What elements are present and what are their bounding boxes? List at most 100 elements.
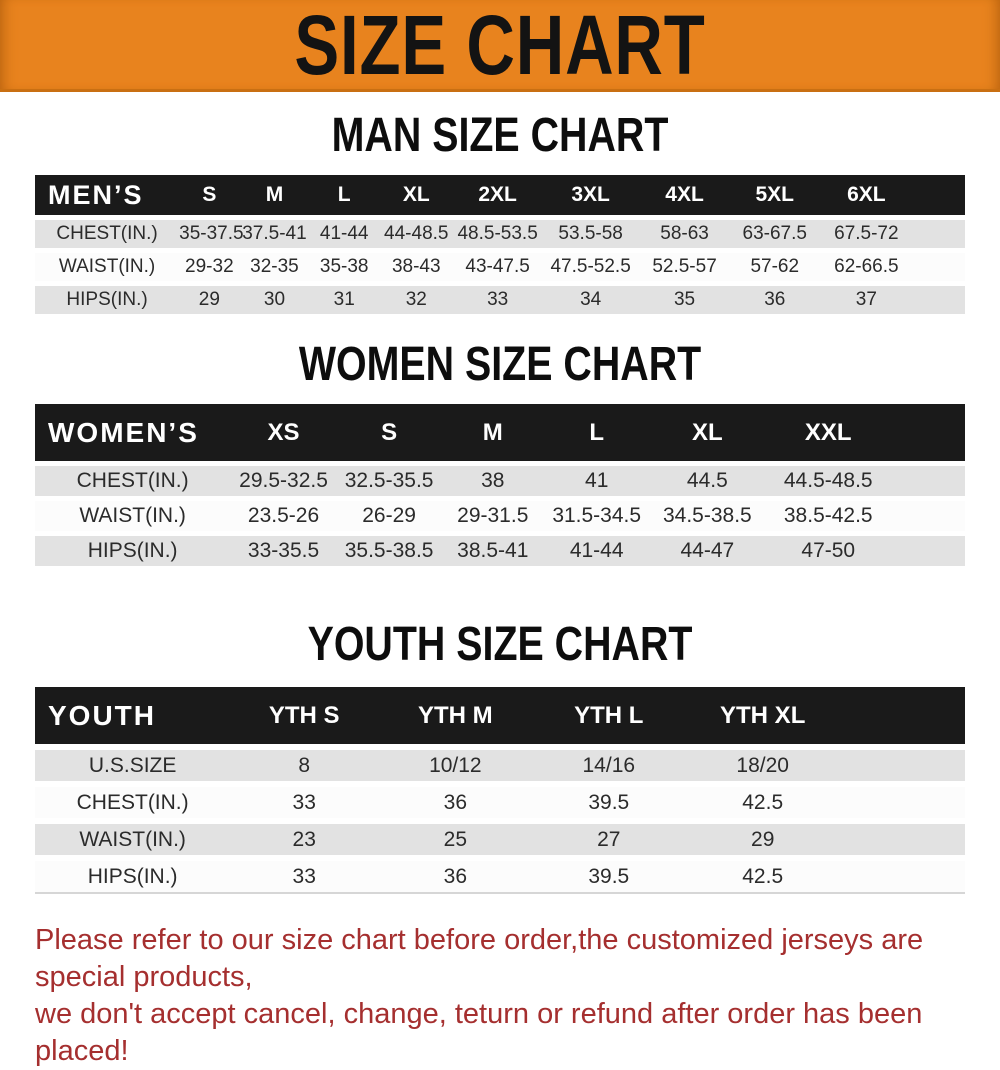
size-value-cell: 29 — [179, 286, 240, 314]
youth-size-table: YOUTH YTH S YTH M YTH L YTH XL U.S.SIZE 8 10/12… — [35, 681, 965, 900]
size-value-cell: 47.5-52.5 — [541, 253, 640, 281]
size-value-cell: 34.5-38.5 — [649, 501, 766, 531]
size-column-header: XL — [649, 404, 766, 461]
table-group-label: YOUTH — [35, 687, 231, 744]
women-size-table: WOMEN’S XS S M L XL XXL CHEST(IN.) 29.5-32.5 32.5… — [35, 399, 965, 571]
size-value-cell: 29.5-32.5 — [230, 466, 337, 496]
size-value-cell: 47-50 — [765, 536, 892, 566]
row-label: U.S.SIZE — [35, 750, 231, 781]
size-value-cell: 44.5-48.5 — [765, 466, 892, 496]
size-value-cell: 18/20 — [685, 750, 841, 781]
size-value-cell: 63-67.5 — [729, 220, 820, 248]
size-value-cell: 32-35 — [239, 253, 310, 281]
size-table-header-row: WOMEN’S XS S M L XL XXL — [35, 404, 965, 461]
size-value-cell: 39.5 — [532, 861, 686, 894]
size-value-cell: 35-38 — [309, 253, 380, 281]
size-column-header: M — [441, 404, 545, 461]
size-value-cell: 38 — [441, 466, 545, 496]
size-chart-banner: SIZE CHART — [0, 0, 1000, 92]
size-value-cell: 44.5 — [649, 466, 766, 496]
size-value-cell: 33 — [230, 787, 379, 818]
size-value-cell: 42.5 — [685, 861, 841, 894]
size-column-header: XS — [230, 404, 337, 461]
size-value-cell: 44-47 — [649, 536, 766, 566]
size-column-header: 5XL — [729, 175, 820, 215]
size-value-cell: 31 — [309, 286, 380, 314]
size-value-cell: 34 — [541, 286, 640, 314]
size-value-cell: 14/16 — [532, 750, 686, 781]
cell-spacer — [840, 824, 965, 855]
size-value-cell: 10/12 — [378, 750, 533, 781]
size-column-header: L — [544, 404, 650, 461]
size-value-cell: 36 — [378, 787, 533, 818]
men-size-table: MEN’S S M L XL 2XL 3XL 4XL 5XL 6XL CHEST(IN.) 35-37… — [35, 170, 965, 319]
size-value-cell: 39.5 — [532, 787, 686, 818]
size-value-cell: 23 — [230, 824, 379, 855]
size-value-cell: 33 — [230, 861, 379, 894]
cell-spacer — [840, 787, 965, 818]
size-column-header: 2XL — [453, 175, 542, 215]
size-column-header: YTH XL — [685, 687, 841, 744]
size-value-cell: 30 — [239, 286, 310, 314]
size-value-cell: 29 — [685, 824, 841, 855]
size-column-header: 3XL — [541, 175, 640, 215]
size-value-cell: 67.5-72 — [819, 220, 913, 248]
youth-section-title: YOUTH SIZE CHART — [307, 618, 693, 671]
size-value-cell: 37.5-41 — [239, 220, 310, 248]
size-value-cell: 33 — [453, 286, 542, 314]
table-group-label: MEN’S — [35, 175, 180, 215]
size-value-cell: 41-44 — [309, 220, 380, 248]
size-column-header: L — [309, 175, 380, 215]
size-value-cell: 43-47.5 — [453, 253, 542, 281]
row-label: HIPS(IN.) — [35, 861, 231, 894]
size-column-header: YTH L — [532, 687, 686, 744]
cell-spacer — [912, 220, 965, 248]
table-row: WAIST(IN.) 23 25 27 29 — [35, 824, 965, 855]
row-label: CHEST(IN.) — [35, 220, 180, 248]
cell-spacer — [891, 536, 965, 566]
footnote: Please refer to our size chart before or… — [0, 922, 1000, 1070]
header-spacer — [891, 404, 965, 461]
size-column-header: 4XL — [639, 175, 730, 215]
size-value-cell: 37 — [819, 286, 913, 314]
size-value-cell: 53.5-58 — [541, 220, 640, 248]
size-value-cell: 42.5 — [685, 787, 841, 818]
size-table-header-row: MEN’S S M L XL 2XL 3XL 4XL 5XL 6XL — [35, 175, 965, 215]
cell-spacer — [840, 861, 965, 894]
women-section-title: WOMEN SIZE CHART — [298, 338, 702, 391]
size-value-cell: 36 — [729, 286, 820, 314]
table-row: HIPS(IN.) 33 36 39.5 42.5 — [35, 861, 965, 894]
size-value-cell: 36 — [378, 861, 533, 894]
size-value-cell: 58-63 — [639, 220, 730, 248]
size-column-header: YTH M — [378, 687, 533, 744]
footnote-line-1: Please refer to our size chart before or… — [35, 924, 924, 993]
row-label: CHEST(IN.) — [35, 787, 231, 818]
table-row: CHEST(IN.) 33 36 39.5 42.5 — [35, 787, 965, 818]
size-column-header: 6XL — [819, 175, 913, 215]
footnote-line-2: we don't accept cancel, change, teturn o… — [35, 998, 923, 1067]
table-row: WAIST(IN.) 29-32 32-35 35-38 38-43 43-47.5 47.… — [35, 253, 965, 281]
size-column-header: M — [239, 175, 310, 215]
cell-spacer — [891, 466, 965, 496]
row-label: WAIST(IN.) — [35, 501, 231, 531]
size-value-cell: 29-31.5 — [441, 501, 545, 531]
size-column-header: YTH S — [230, 687, 379, 744]
size-value-cell: 48.5-53.5 — [453, 220, 542, 248]
size-value-cell: 62-66.5 — [819, 253, 913, 281]
row-label: HIPS(IN.) — [35, 536, 231, 566]
size-value-cell: 35 — [639, 286, 730, 314]
table-row: CHEST(IN.) 35-37.5 37.5-41 41-44 44-48.5 48.5… — [35, 220, 965, 248]
size-column-header: XL — [379, 175, 454, 215]
size-value-cell: 44-48.5 — [379, 220, 454, 248]
size-value-cell: 8 — [230, 750, 379, 781]
table-row: HIPS(IN.) 29 30 31 32 33 34 35 36 37 — [35, 286, 965, 314]
size-value-cell: 38.5-42.5 — [765, 501, 892, 531]
row-label: WAIST(IN.) — [35, 824, 231, 855]
table-row: CHEST(IN.) 29.5-32.5 32.5-35.5 38 41 44.5 44.5… — [35, 466, 965, 496]
table-row: U.S.SIZE 8 10/12 14/16 18/20 — [35, 750, 965, 781]
cell-spacer — [891, 501, 965, 531]
size-value-cell: 41-44 — [544, 536, 650, 566]
size-value-cell: 35-37.5 — [179, 220, 244, 248]
table-group-label: WOMEN’S — [35, 404, 231, 461]
row-label: WAIST(IN.) — [35, 253, 180, 281]
